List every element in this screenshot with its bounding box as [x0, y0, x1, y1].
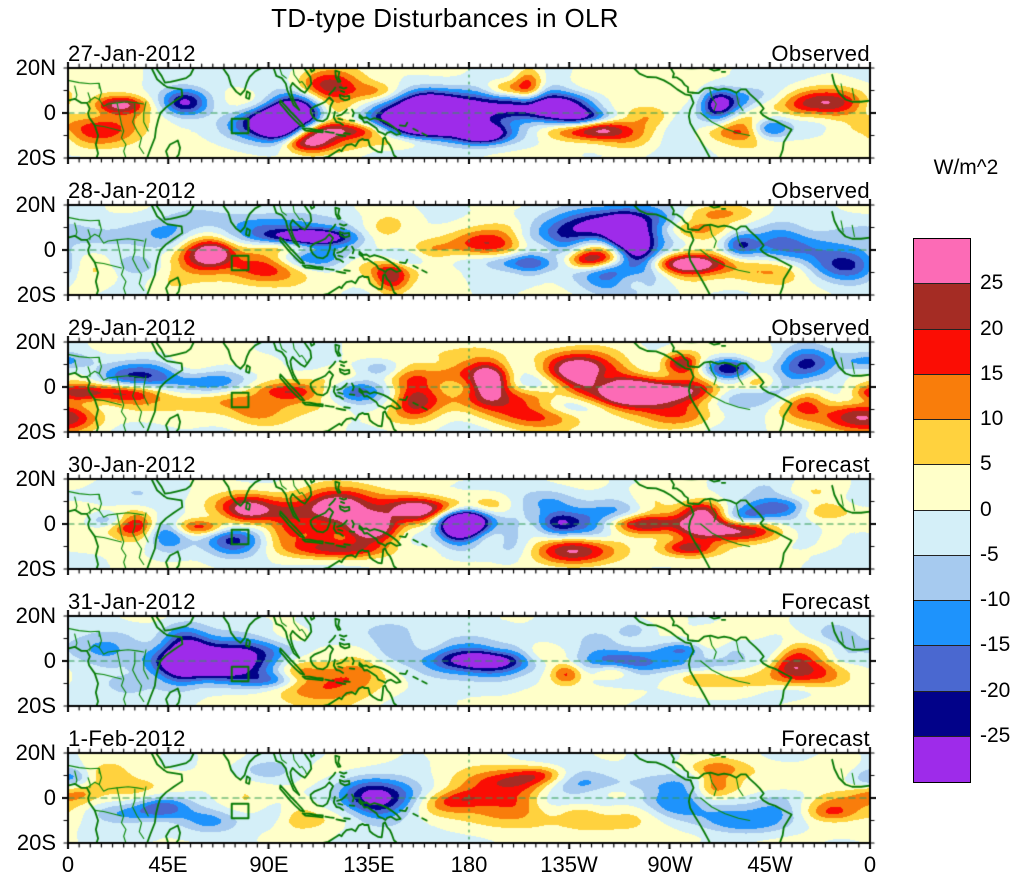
colorbar-tick-label: 20 [980, 316, 1004, 340]
y-axis-label: 0 [43, 785, 56, 810]
y-axis-label: 20N [15, 603, 56, 628]
x-axis-label: 0 [863, 852, 877, 877]
x-axis-label: 45E [148, 852, 188, 877]
colorbar-segment [914, 329, 970, 375]
colorbar-segment [914, 646, 970, 692]
y-axis-label: 0 [43, 374, 56, 399]
y-axis-label: 20N [15, 55, 56, 80]
panel-status: Forecast [781, 726, 870, 751]
map-canvas [62, 473, 876, 575]
y-axis-label: 20S [16, 693, 56, 718]
map-canvas [62, 199, 876, 301]
panel-status: Forecast [781, 589, 870, 614]
y-axis-label: 20N [15, 466, 56, 491]
colorbar-tick-label: -10 [980, 588, 1011, 611]
colorbar-segment [914, 284, 970, 330]
panel-status: Forecast [781, 452, 870, 477]
y-axis-label: 20S [16, 830, 56, 855]
colorbar-segment [914, 555, 970, 601]
colorbar-tick-label: -25 [980, 723, 1011, 747]
colorbar-tick-label: -20 [980, 678, 1011, 702]
x-axis-label: 90E [249, 852, 289, 877]
colorbar-tick-label: 25 [980, 271, 1004, 295]
panel-date: 27-Jan-2012 [68, 41, 196, 66]
colorbar-segment [914, 420, 970, 466]
panel-status: Observed [771, 315, 870, 340]
map-canvas [62, 62, 876, 164]
map-canvas [62, 336, 876, 438]
colorbar-units-label: W/m^2 [933, 156, 999, 179]
x-axis-label: 135E [343, 852, 395, 877]
y-axis-label: 20N [15, 329, 56, 354]
y-axis-label: 20S [16, 282, 56, 307]
panel-status: Observed [771, 178, 870, 203]
colorbar-tick-label: 0 [980, 497, 992, 521]
panel-date: 28-Jan-2012 [68, 178, 196, 203]
y-axis-label: 0 [43, 511, 56, 536]
colorbar-segment [914, 510, 970, 556]
y-axis-label: 20S [16, 419, 56, 444]
map-canvas [62, 747, 876, 849]
y-axis-label: 20N [15, 740, 56, 765]
y-axis-label: 0 [43, 100, 56, 125]
colorbar-segment [914, 239, 970, 285]
y-axis-label: 0 [43, 237, 56, 262]
colorbar-tick-label: 15 [980, 361, 1004, 385]
x-axis-label: 0 [61, 852, 75, 877]
panel-date: 1-Feb-2012 [68, 726, 186, 751]
x-axis-label: 45W [747, 852, 793, 877]
panel-date: 29-Jan-2012 [68, 315, 196, 340]
colorbar-segment [914, 736, 970, 782]
colorbar-tick-label: 5 [980, 452, 992, 476]
colorbar-segment [914, 601, 970, 647]
y-axis-label: 20S [16, 556, 56, 581]
panel-date: 31-Jan-2012 [68, 589, 196, 614]
x-axis-label: 135W [540, 852, 598, 877]
colorbar-segment [914, 465, 970, 511]
y-axis-label: 20S [16, 145, 56, 170]
figure-title: TD-type Disturbances in OLR [271, 3, 619, 33]
panel-date: 30-Jan-2012 [68, 452, 196, 477]
colorbar-tick-label: -5 [980, 542, 999, 566]
x-axis-label: 180 [450, 852, 488, 877]
panel-status: Observed [771, 41, 870, 66]
y-axis-label: 0 [43, 648, 56, 673]
colorbar-segment [914, 374, 970, 420]
colorbar-tick-label: 10 [980, 407, 1004, 430]
colorbar [913, 238, 971, 783]
colorbar-tick-label: -15 [980, 633, 1011, 657]
x-axis-label: 90W [647, 852, 693, 877]
y-axis-label: 20N [15, 192, 56, 217]
map-canvas [62, 610, 876, 712]
colorbar-segment [914, 691, 970, 737]
